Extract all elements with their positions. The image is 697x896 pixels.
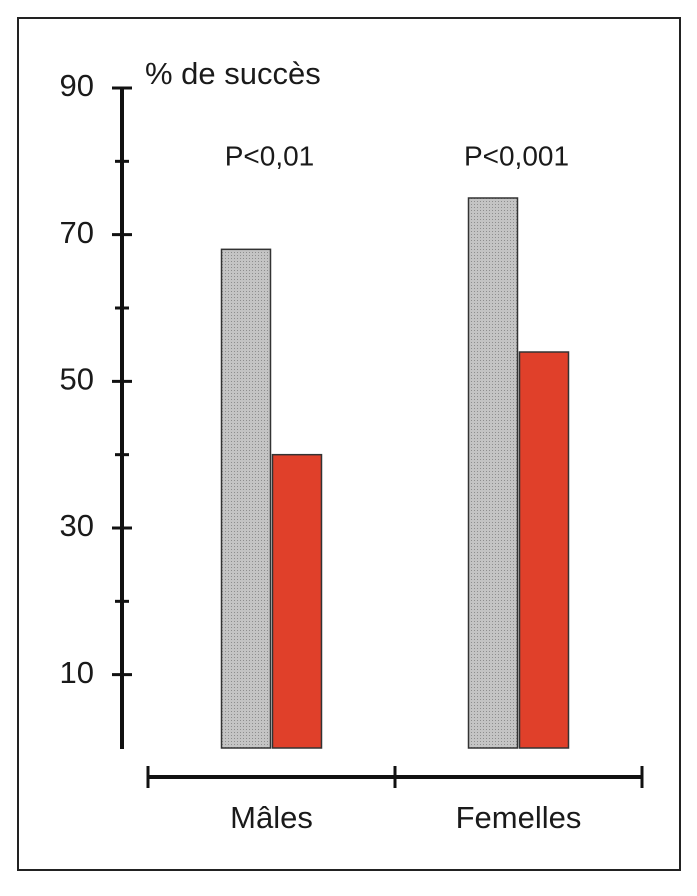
y-tick-label: 30 [60,508,94,543]
x-tick-label: Mâles [230,800,313,835]
y-tick-label: 90 [60,68,94,103]
frame [17,17,681,871]
y-tick-label: 50 [60,362,94,397]
bar [467,197,519,749]
y-tick-label: 70 [60,215,94,250]
bar [518,351,570,749]
annotation: P<0,001 [464,140,569,171]
y-tick-label: 10 [60,655,94,690]
bar [220,248,272,749]
annotation: P<0,01 [225,140,315,171]
x-tick-label: Femelles [456,800,582,835]
bar [271,453,323,749]
y-axis-label: % de succès [145,56,321,91]
